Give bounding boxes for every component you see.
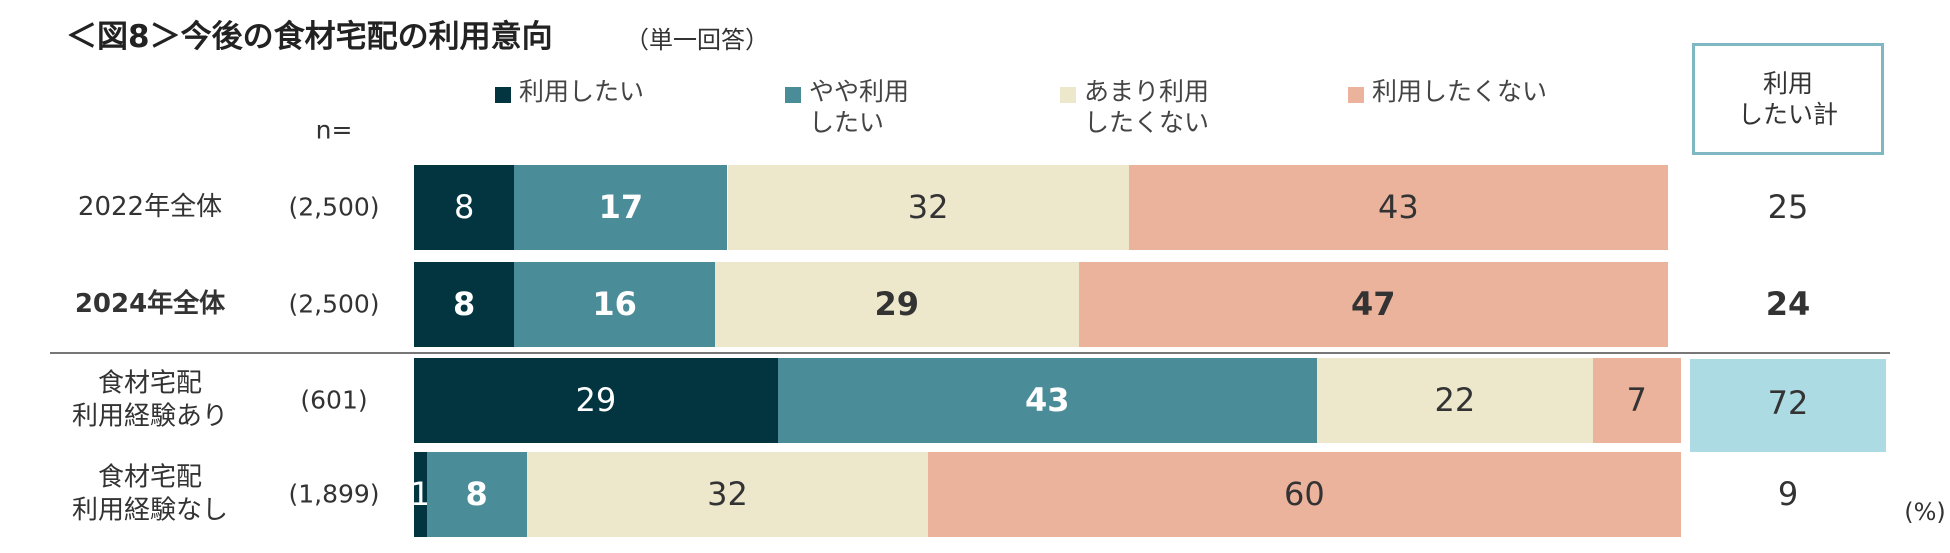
value-label: 8 (465, 475, 488, 513)
value-label: 16 (592, 285, 637, 323)
value-label: 29 (874, 285, 920, 323)
category-label: 食材宅配 利用経験あり (71, 368, 229, 432)
legend-label: やや利用 したい (809, 77, 910, 138)
value-label: 17 (598, 188, 644, 226)
value-label: 8 (453, 285, 476, 323)
legend-swatch (1060, 87, 1076, 103)
value-label: 8 (453, 188, 475, 226)
bar-segment (426, 451, 527, 537)
category-label: 2022年全体 (77, 191, 223, 222)
bar-segment (414, 164, 515, 250)
n-header: n= (315, 115, 353, 145)
value-label: 1 (410, 475, 431, 513)
bar-segment (727, 164, 1129, 250)
legend-swatch (785, 87, 801, 103)
category-label: 2024年全体 (74, 288, 226, 319)
category-label: 食材宅配 利用経験なし (71, 462, 229, 526)
legend-swatch (1348, 87, 1364, 103)
bar-segment (1128, 164, 1668, 250)
bar-segment (414, 261, 515, 347)
bar-segment (1316, 357, 1593, 443)
legend-label: 利用したくない (1372, 77, 1548, 106)
value-label: 22 (1434, 381, 1476, 419)
bar-segment (928, 451, 1681, 537)
value-label: 43 (1025, 381, 1070, 419)
value-label: 60 (1283, 475, 1325, 513)
total-highlight (1690, 358, 1886, 452)
bar-segment (1078, 261, 1668, 347)
total-header: 利用 したい計 (1692, 43, 1884, 155)
bar-segment (526, 451, 929, 537)
bar-segment (514, 261, 715, 347)
value-label: 43 (1378, 188, 1419, 226)
value-label: 32 (707, 475, 748, 513)
legend-label: 利用したい (519, 77, 645, 106)
legend-swatch (495, 87, 511, 103)
bar-segment (414, 357, 778, 443)
total-value: 72 (1767, 384, 1809, 422)
chart-title: ＜図8＞今後の食材宅配の利用意向 (66, 19, 553, 55)
bar-segment (1592, 357, 1681, 443)
total-value: 9 (1777, 475, 1799, 513)
bar-segment (714, 261, 1079, 347)
bar-segment (777, 357, 1317, 443)
n-label: (2,500) (288, 289, 380, 319)
n-label: (601) (300, 385, 368, 415)
bar-segment (514, 164, 728, 250)
bar-segment (414, 451, 427, 537)
value-label: 7 (1626, 381, 1647, 419)
value-label: 47 (1351, 285, 1396, 323)
total-value: 25 (1767, 188, 1809, 226)
n-label: (1,899) (288, 479, 380, 509)
separator (50, 352, 1890, 354)
total-value: 24 (1765, 285, 1811, 323)
n-label: (2,500) (288, 192, 380, 222)
chart-subtitle: （単一回答） (625, 26, 769, 54)
legend-label: あまり利用 したくない (1084, 77, 1210, 138)
value-label: 32 (907, 188, 949, 226)
value-label: 29 (575, 381, 617, 419)
unit: (%) (1904, 498, 1946, 526)
